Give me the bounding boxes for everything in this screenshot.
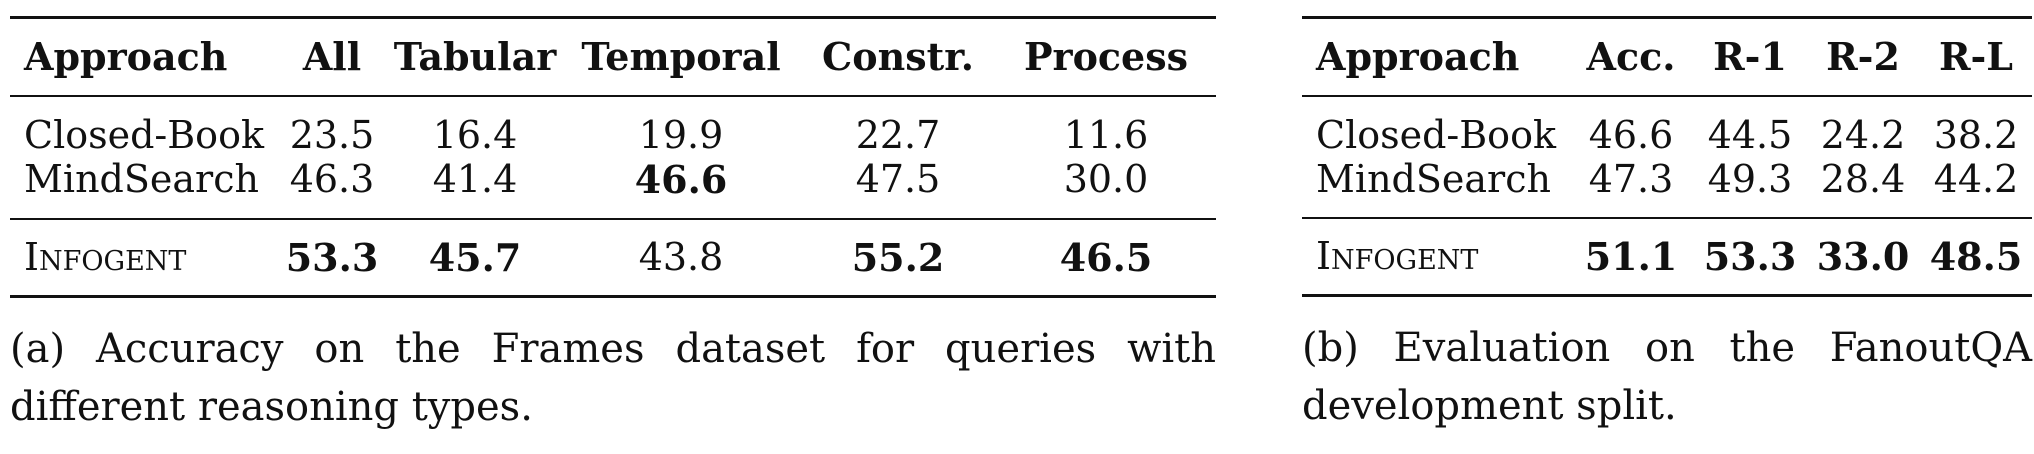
column-header: R-L xyxy=(1920,16,2032,97)
results-table-b-panel: Approach Acc. R-1 R-2 R-L Closed-Book 46… xyxy=(1302,16,2032,435)
approach-name: MindSearch xyxy=(1316,156,1551,201)
table-cell: 51.1 xyxy=(1568,216,1694,297)
table-cell: 49.3 xyxy=(1707,156,1793,201)
approach-name: Infogent xyxy=(1302,216,1568,297)
table-row: Closed-Book 23.5 16.4 19.9 22.7 11.6 xyxy=(10,96,1216,157)
table-cell: 44.2 xyxy=(1933,156,2019,201)
table-cell: 24.2 xyxy=(1820,112,1906,157)
column-header: Approach xyxy=(10,16,276,97)
approach-name: Closed-Book xyxy=(1316,112,1556,157)
table-cell: 22.7 xyxy=(855,112,941,157)
table-cell: 19.9 xyxy=(638,112,724,157)
column-header: All xyxy=(276,16,388,97)
column-header: Acc. xyxy=(1568,16,1694,97)
table-row-ours: Infogent 51.1 53.3 33.0 48.5 xyxy=(1302,216,2032,297)
header-row: Approach Acc. R-1 R-2 R-L xyxy=(1302,16,2032,97)
table-cell: 28.4 xyxy=(1820,156,1906,201)
table-cell: 41.4 xyxy=(432,157,518,201)
table-cell: 23.5 xyxy=(289,112,375,157)
fanoutqa-evaluation-table: Approach Acc. R-1 R-2 R-L Closed-Book 46… xyxy=(1302,16,2032,297)
header-row: Approach All Tabular Temporal Constr. Pr… xyxy=(10,16,1216,97)
column-header: Process xyxy=(996,16,1216,97)
column-header: Temporal xyxy=(562,16,800,97)
table-cell: 38.2 xyxy=(1933,112,2019,157)
table-cell: 46.3 xyxy=(289,157,375,201)
table-cell: 44.5 xyxy=(1707,112,1793,157)
table-row: MindSearch 47.3 49.3 28.4 44.2 xyxy=(1302,157,2032,218)
table-a-caption: (a) Accuracy on the Frames dataset for q… xyxy=(10,326,1216,430)
table-cell: 46.6 xyxy=(1588,112,1674,157)
column-header: R-1 xyxy=(1694,16,1806,97)
table-row-ours: Infogent 53.3 45.7 43.8 55.2 46.5 xyxy=(10,217,1216,298)
results-table-a-panel: Approach All Tabular Temporal Constr. Pr… xyxy=(10,16,1216,436)
table-cell: 53.3 xyxy=(1694,216,1806,297)
table-cell: 47.3 xyxy=(1588,156,1674,201)
table-row: Closed-Book 46.6 44.5 24.2 38.2 xyxy=(1302,96,2032,157)
table-cell: 11.6 xyxy=(1063,112,1149,157)
table-cell: 46.5 xyxy=(996,217,1216,298)
column-header: Tabular xyxy=(388,16,562,97)
table-cell: 30.0 xyxy=(1063,157,1149,201)
column-header: R-2 xyxy=(1806,16,1920,97)
table-cell: 46.6 xyxy=(634,156,728,202)
table-cell: 53.3 xyxy=(276,217,388,298)
table-cell: 45.7 xyxy=(388,217,562,298)
frames-accuracy-table: Approach All Tabular Temporal Constr. Pr… xyxy=(10,16,1216,298)
approach-name: Closed-Book xyxy=(24,112,264,157)
table-b-caption: (b) Evaluation on the FanoutQA developme… xyxy=(1302,325,2032,429)
table-cell: 48.5 xyxy=(1920,216,2032,297)
column-header: Approach xyxy=(1302,16,1568,97)
approach-name: MindSearch xyxy=(24,157,259,201)
table-cell: 47.5 xyxy=(855,157,941,201)
table-cell: 55.2 xyxy=(800,217,996,298)
column-header: Constr. xyxy=(800,16,996,97)
table-row: MindSearch 46.3 41.4 46.6 47.5 30.0 xyxy=(10,157,1216,219)
approach-name: Infogent xyxy=(10,217,276,298)
table-cell: 16.4 xyxy=(432,112,518,157)
table-cell: 43.8 xyxy=(562,217,800,298)
table-cell: 33.0 xyxy=(1806,216,1920,297)
